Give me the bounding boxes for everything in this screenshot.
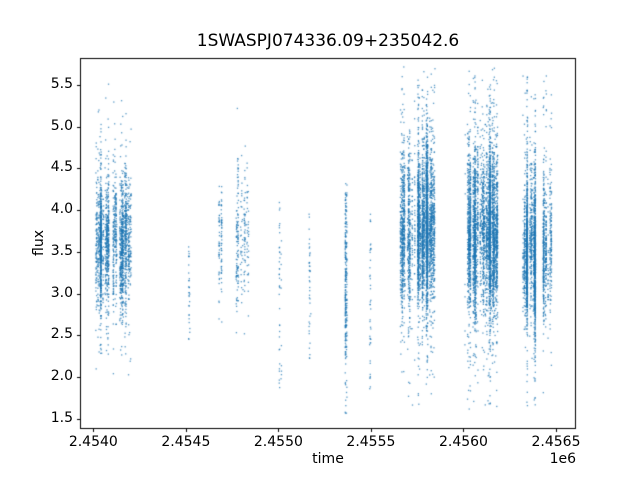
chart-title: 1SWASPJ074336.09+235042.6 xyxy=(196,31,460,51)
x-tick-label: 2.4540 xyxy=(68,434,118,450)
y-tick-label: 4.5 xyxy=(50,159,73,176)
x-tick-label: 2.4550 xyxy=(253,434,303,450)
y-tick-label: 5.5 xyxy=(50,75,73,92)
y-tick-label: 2.5 xyxy=(50,326,73,343)
y-tick-label: 2.0 xyxy=(50,368,73,385)
y-tick-label: 3.5 xyxy=(50,242,73,259)
y-tick-label: 5.0 xyxy=(50,117,73,134)
x-tick-label: 2.4545 xyxy=(161,434,211,450)
y-tick-label: 4.0 xyxy=(50,201,73,218)
x-axis-label: time xyxy=(312,451,344,467)
x-tick-label: 2.4555 xyxy=(346,434,396,450)
y-tick-label: 3.0 xyxy=(50,284,73,301)
x-tick-label: 2.4560 xyxy=(438,434,488,450)
x-axis-offset-label: 1e6 xyxy=(549,451,576,467)
x-tick-label: 2.4565 xyxy=(531,434,581,450)
y-tick-label: 1.5 xyxy=(50,409,73,426)
